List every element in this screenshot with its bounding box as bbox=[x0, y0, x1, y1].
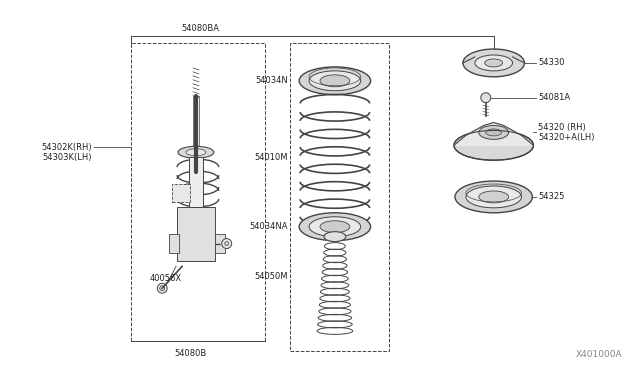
Text: 54330: 54330 bbox=[538, 58, 565, 67]
Bar bbox=[131, 43, 266, 341]
Ellipse shape bbox=[309, 71, 361, 91]
Ellipse shape bbox=[466, 186, 522, 208]
Ellipse shape bbox=[299, 67, 371, 95]
Bar bbox=[193, 96, 199, 172]
Ellipse shape bbox=[479, 191, 509, 203]
Ellipse shape bbox=[178, 146, 214, 158]
Circle shape bbox=[481, 93, 491, 103]
Ellipse shape bbox=[455, 181, 532, 213]
Bar bbox=[169, 234, 179, 253]
Text: 54034N: 54034N bbox=[255, 76, 288, 85]
Ellipse shape bbox=[186, 149, 206, 156]
Ellipse shape bbox=[309, 217, 361, 237]
Circle shape bbox=[221, 238, 232, 248]
Circle shape bbox=[225, 241, 228, 246]
Text: 54302K(RH): 54302K(RH) bbox=[41, 143, 92, 152]
Text: 54325: 54325 bbox=[538, 192, 564, 201]
Bar bbox=[290, 43, 390, 351]
Text: 54010M: 54010M bbox=[255, 153, 288, 162]
Ellipse shape bbox=[324, 232, 346, 241]
Text: 54303K(LH): 54303K(LH) bbox=[42, 153, 92, 162]
Text: X401000A: X401000A bbox=[576, 350, 623, 359]
Ellipse shape bbox=[475, 55, 513, 71]
Bar bbox=[177, 207, 215, 262]
Ellipse shape bbox=[486, 129, 502, 136]
Text: 54080BA: 54080BA bbox=[181, 24, 219, 33]
Ellipse shape bbox=[463, 49, 524, 77]
Ellipse shape bbox=[484, 59, 502, 67]
Bar bbox=[215, 234, 225, 253]
Bar bbox=[189, 157, 203, 207]
Ellipse shape bbox=[299, 213, 371, 241]
Polygon shape bbox=[454, 122, 533, 145]
Text: 40056X: 40056X bbox=[149, 274, 181, 283]
Text: 54320 (RH)
54320+A(LH): 54320 (RH) 54320+A(LH) bbox=[538, 123, 595, 142]
Text: 54050M: 54050M bbox=[255, 272, 288, 281]
Ellipse shape bbox=[320, 75, 350, 87]
Ellipse shape bbox=[320, 221, 350, 232]
Circle shape bbox=[160, 286, 164, 291]
Text: 54034NA: 54034NA bbox=[250, 222, 288, 231]
Ellipse shape bbox=[454, 131, 533, 160]
Bar bbox=[172, 184, 190, 202]
Circle shape bbox=[157, 283, 167, 293]
Text: 54080B: 54080B bbox=[175, 349, 207, 358]
Ellipse shape bbox=[479, 125, 509, 140]
Text: 54081A: 54081A bbox=[538, 93, 570, 102]
